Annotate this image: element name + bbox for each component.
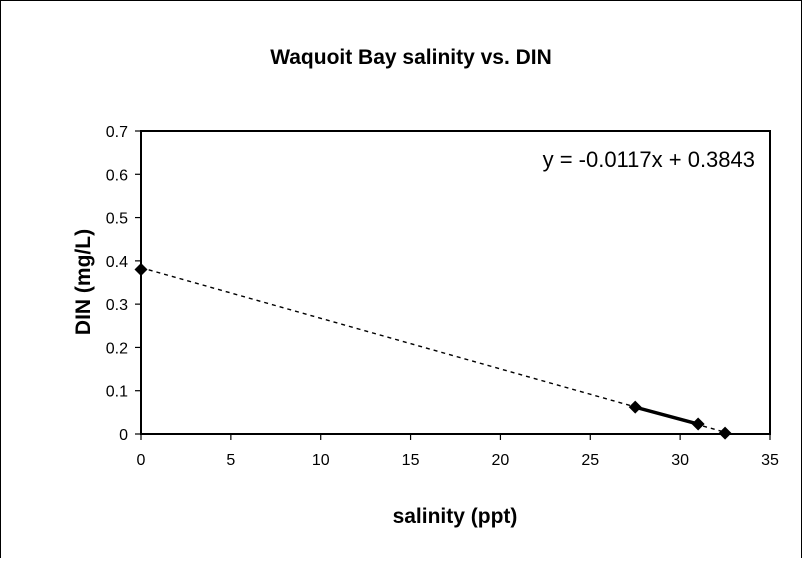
y-tick-label: 0 [119, 427, 128, 444]
trendline-layer [140, 266, 726, 433]
y-tick-label: 0.4 [106, 254, 128, 271]
data-point [691, 417, 705, 431]
y-tick-label: 0.7 [106, 124, 128, 141]
trendline [140, 266, 726, 433]
data-point [628, 400, 642, 414]
x-tick-label: 35 [761, 452, 779, 469]
data-point [718, 426, 732, 440]
x-tick-label: 15 [402, 452, 420, 469]
y-tick-label: 0.1 [106, 384, 128, 401]
y-axis-title: DIN (mg/L) [72, 229, 95, 335]
x-tick-label: 30 [671, 452, 689, 469]
x-tick-label: 0 [137, 452, 146, 469]
x-tick-label: 5 [226, 452, 235, 469]
plot-frame [140, 130, 771, 435]
x-axis-title: salinity (ppt) [393, 505, 518, 528]
x-tick-label: 10 [312, 452, 330, 469]
x-tick-label: 25 [581, 452, 599, 469]
y-tick-label: 0.3 [106, 297, 128, 314]
y-tick-label: 0.2 [106, 340, 128, 357]
y-tick-label: 0.5 [106, 211, 128, 228]
x-tick-label: 20 [492, 452, 510, 469]
series-line-segment [634, 405, 699, 426]
data-point [134, 263, 148, 277]
chart-title: Waquoit Bay salinity vs. DIN [270, 46, 552, 69]
series-layer [134, 263, 732, 440]
x-axis-ticks: 0 5 10 15 20 25 30 35 [137, 434, 779, 469]
y-tick-label: 0.6 [106, 167, 128, 184]
trendline-equation: y = -0.0117x + 0.3843 [543, 147, 755, 172]
y-axis-ticks: 0 0.1 0.2 0.3 0.4 0.5 0.6 0.7 [106, 124, 141, 444]
